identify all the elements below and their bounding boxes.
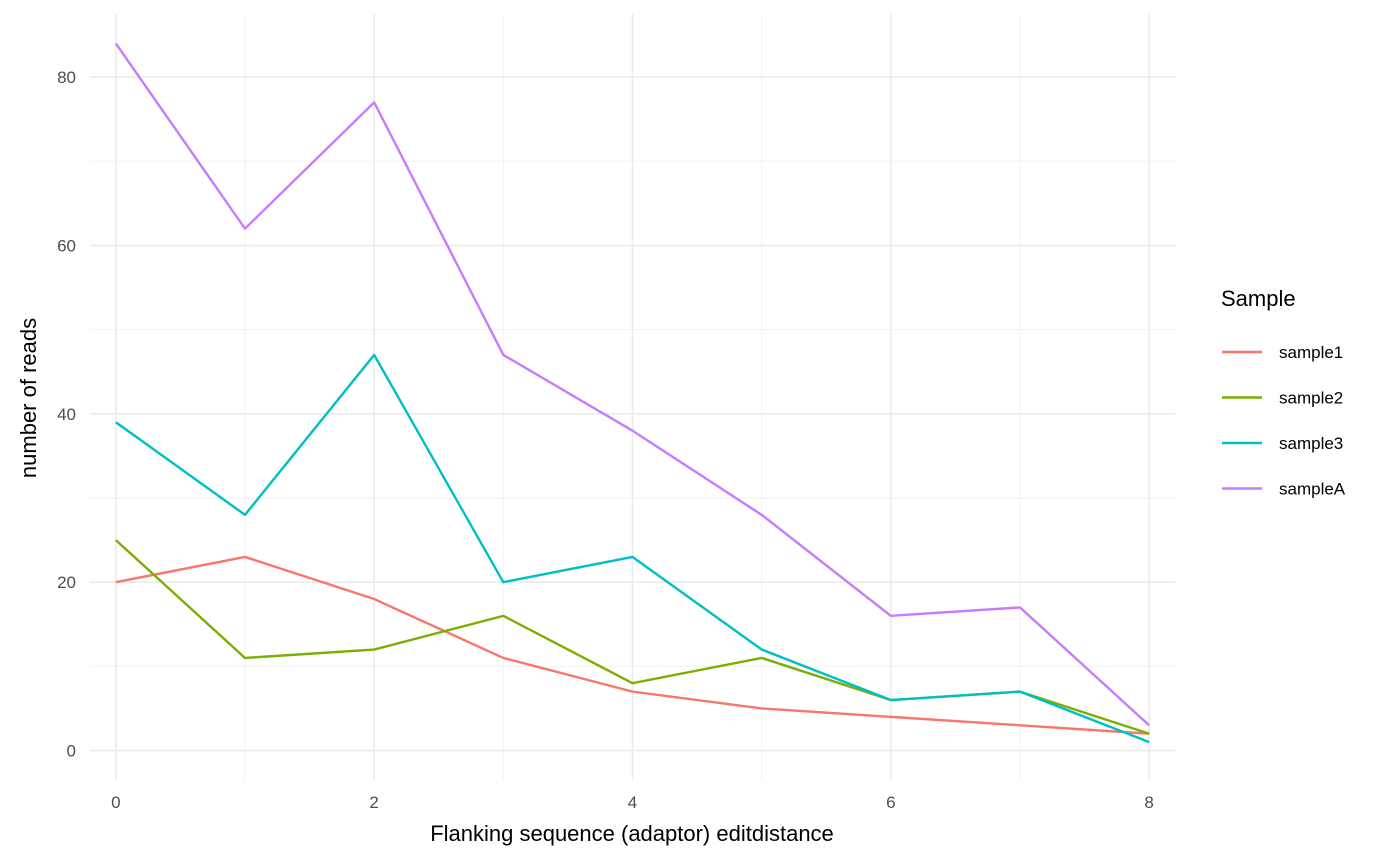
legend-item-sample3: sample3 (1222, 434, 1343, 453)
x-tick-label: 8 (1144, 793, 1153, 812)
y-axis-title: number of reads (16, 318, 41, 478)
series-line-sampleA (114, 42, 1150, 727)
legend-label-sample3: sample3 (1279, 434, 1343, 453)
x-axis-title: Flanking sequence (adaptor) editdistance (430, 821, 834, 846)
series-lines (114, 42, 1150, 744)
x-tick-label: 4 (628, 793, 637, 812)
legend-label-sampleA: sampleA (1279, 480, 1346, 499)
x-tick-label: 2 (369, 793, 378, 812)
legend-item-sample1: sample1 (1222, 343, 1343, 362)
series-line-sample1 (115, 555, 1150, 735)
legend-label-sample1: sample1 (1279, 343, 1343, 362)
x-tick-label: 6 (886, 793, 895, 812)
y-tick-label: 20 (57, 573, 76, 592)
x-tick-label: 0 (111, 793, 120, 812)
y-tick-label: 80 (57, 68, 76, 87)
legend-item-sample2: sample2 (1222, 389, 1343, 408)
y-tick-label: 60 (57, 236, 76, 255)
y-tick-label: 0 (67, 742, 76, 761)
major-gridlines (90, 14, 1175, 780)
y-tick-label: 40 (57, 405, 76, 424)
y-axis-tick-labels: 0 20 40 60 80 (57, 68, 76, 760)
legend-items: sample1 sample2 sample3 sampleA (1222, 343, 1346, 499)
legend-label-sample2: sample2 (1279, 389, 1343, 408)
x-axis-tick-labels: 0 2 4 6 8 (111, 793, 1154, 812)
legend-item-sampleA: sampleA (1222, 480, 1346, 499)
series-line-sample3 (115, 353, 1150, 744)
legend-title: Sample (1221, 286, 1296, 311)
legend: Sample sample1 sample2 sample3 sampleA (1221, 286, 1346, 499)
